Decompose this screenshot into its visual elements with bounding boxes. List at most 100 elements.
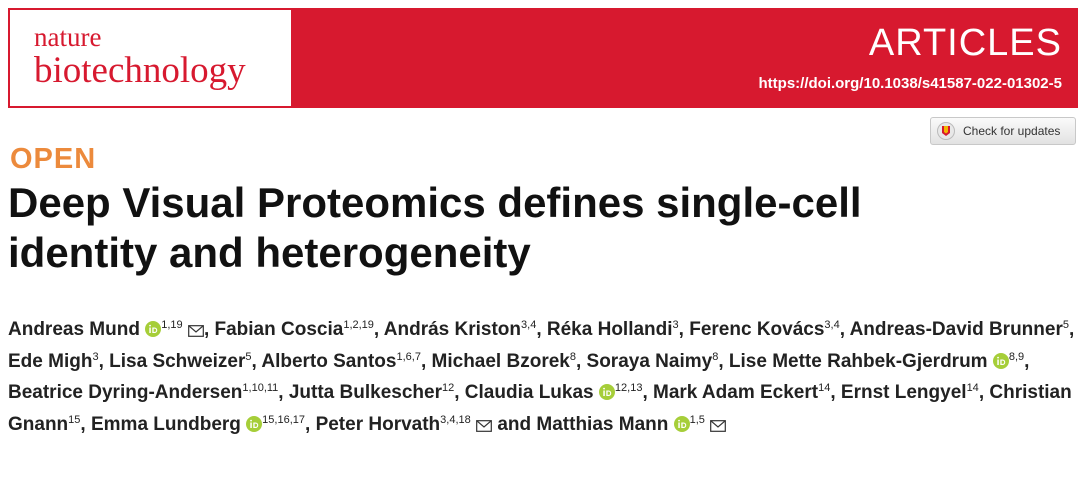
journal-name-line1: nature: [34, 22, 102, 52]
separator: ,: [536, 319, 542, 340]
author-name[interactable]: Beatrice Dyring-Andersen: [8, 382, 243, 403]
author-name[interactable]: Soraya Naimy: [586, 350, 713, 372]
affiliation-numbers: 3,4,18: [440, 413, 471, 426]
separator: ,: [839, 319, 845, 340]
author-name[interactable]: Ferenc Kovács: [689, 319, 825, 340]
affiliation-numbers: 3: [672, 319, 679, 331]
open-access-label: OPEN: [10, 143, 97, 175]
author: Ferenc Kovács3,4,: [689, 319, 845, 340]
separator: ,: [678, 319, 684, 340]
affiliation-numbers: 8,9: [1008, 350, 1025, 363]
journal-banner: nature biotechnology ARTICLES https://do…: [8, 8, 1078, 108]
affiliation-numbers: 1,19: [161, 319, 183, 331]
orcid-icon[interactable]: [598, 384, 615, 400]
separator: ,: [454, 382, 460, 403]
separator: ,: [251, 350, 257, 372]
author: Fabian Coscia1,2,19,: [215, 319, 380, 340]
author-name[interactable]: Jutta Bulkescher: [288, 382, 442, 403]
author: Andreas-David Brunner5,: [850, 319, 1075, 340]
separator: ,: [642, 382, 648, 403]
affiliation-numbers: 8: [712, 350, 719, 363]
author-name[interactable]: Andreas-David Brunner: [849, 319, 1063, 340]
check-updates-button[interactable]: Check for updates: [930, 117, 1076, 145]
affiliation-numbers: 5: [245, 350, 252, 363]
author-name[interactable]: Emma Lundberg: [90, 413, 241, 435]
separator: ,: [373, 319, 380, 340]
orcid-icon[interactable]: [145, 321, 162, 337]
separator: ,: [575, 350, 582, 372]
affiliation-numbers: 1,2,19: [343, 319, 374, 331]
author-name[interactable]: Lisa Schweizer: [109, 350, 246, 372]
author: Jutta Bulkescher12,: [289, 382, 460, 403]
author-list: Andreas Mund 1,19 , Fabian Coscia1,2,19,…: [8, 314, 1076, 440]
author-name[interactable]: Fabian Coscia: [214, 319, 344, 340]
article-title: Deep Visual Proteomics defines single-ce…: [8, 179, 862, 276]
author-name[interactable]: Claudia Lukas: [464, 382, 594, 403]
author: Emma Lundberg 15,16,17,: [91, 414, 310, 435]
separator: ,: [98, 350, 104, 372]
author: Soraya Naimy8,: [587, 351, 724, 372]
affiliation-numbers: 8: [569, 350, 576, 363]
author-name[interactable]: Peter Horvath: [315, 413, 441, 435]
separator: ,: [978, 382, 985, 403]
affiliation-numbers: 3,4: [824, 319, 840, 331]
separator: ,: [718, 350, 724, 372]
email-icon[interactable]: [188, 325, 204, 337]
author: Ede Migh3,: [8, 351, 104, 372]
author-name[interactable]: Christian Gnann: [8, 382, 1072, 435]
separator: ,: [278, 382, 284, 403]
separator: ,: [830, 382, 836, 403]
affiliation-numbers: 3: [92, 350, 99, 363]
author-name[interactable]: Lise Mette Rahbek-Gjerdrum: [728, 350, 988, 372]
affiliation-numbers: 14: [966, 382, 979, 394]
separator: ,: [80, 413, 86, 435]
author: Beatrice Dyring-Andersen1,10,11,: [8, 382, 284, 403]
author-name[interactable]: Ernst Lengyel: [840, 382, 967, 403]
separator: ,: [203, 319, 210, 340]
author-name[interactable]: Matthias Mann: [536, 413, 669, 435]
author: Alberto Santos1,6,7,: [261, 351, 426, 372]
author-name[interactable]: András Kriston: [383, 319, 522, 340]
affiliation-numbers: 14: [818, 382, 831, 394]
conjunction: and: [497, 413, 532, 435]
doi-link[interactable]: https://doi.org/10.1038/s41587-022-01302…: [758, 75, 1063, 92]
separator: ,: [1068, 319, 1075, 340]
author-name[interactable]: Andreas Mund: [8, 319, 140, 340]
author: Matthias Mann 1,5: [536, 413, 727, 435]
affiliation-numbers: 1,10,11: [242, 382, 279, 394]
author: Andreas Mund 1,19 ,: [8, 319, 209, 340]
separator: ,: [305, 413, 311, 435]
affiliation-numbers: 12,13: [614, 382, 643, 394]
affiliation-numbers: 15,16,17: [262, 413, 305, 426]
author: Christian Gnann15,: [8, 382, 1072, 435]
author-name[interactable]: Alberto Santos: [261, 350, 397, 372]
section-label: ARTICLES: [868, 22, 1062, 64]
orcid-icon[interactable]: [673, 415, 690, 432]
email-icon[interactable]: [710, 419, 727, 432]
journal-name-line2: biotechnology: [34, 50, 246, 91]
author: Claudia Lukas 12,13,: [465, 382, 648, 403]
affiliation-numbers: 15: [68, 413, 81, 426]
journal-logo[interactable]: nature biotechnology: [10, 10, 291, 106]
orcid-icon[interactable]: [246, 415, 263, 432]
email-icon[interactable]: [476, 419, 492, 432]
separator: ,: [1024, 350, 1030, 372]
affiliation-numbers: 1,6,7: [396, 350, 421, 363]
author-name[interactable]: Ede Migh: [8, 350, 93, 372]
separator: ,: [420, 350, 427, 372]
author: Mark Adam Eckert14,: [653, 382, 836, 403]
affiliation-numbers: 5: [1062, 319, 1069, 331]
author: Michael Bzorek8,: [432, 351, 582, 372]
author: Peter Horvath3,4,18: [316, 414, 492, 435]
orcid-icon[interactable]: [992, 352, 1009, 369]
author-name[interactable]: Michael Bzorek: [431, 350, 570, 372]
affiliation-numbers: 3,4: [521, 319, 537, 331]
check-updates-icon: [937, 122, 955, 140]
affiliation-numbers: 1,5: [689, 413, 705, 426]
author-name[interactable]: Mark Adam Eckert: [653, 382, 819, 403]
author: Lisa Schweizer5,: [109, 351, 257, 372]
author: Réka Hollandi3,: [547, 319, 684, 340]
affiliation-numbers: 12: [441, 382, 455, 394]
author-name[interactable]: Réka Hollandi: [546, 319, 673, 340]
